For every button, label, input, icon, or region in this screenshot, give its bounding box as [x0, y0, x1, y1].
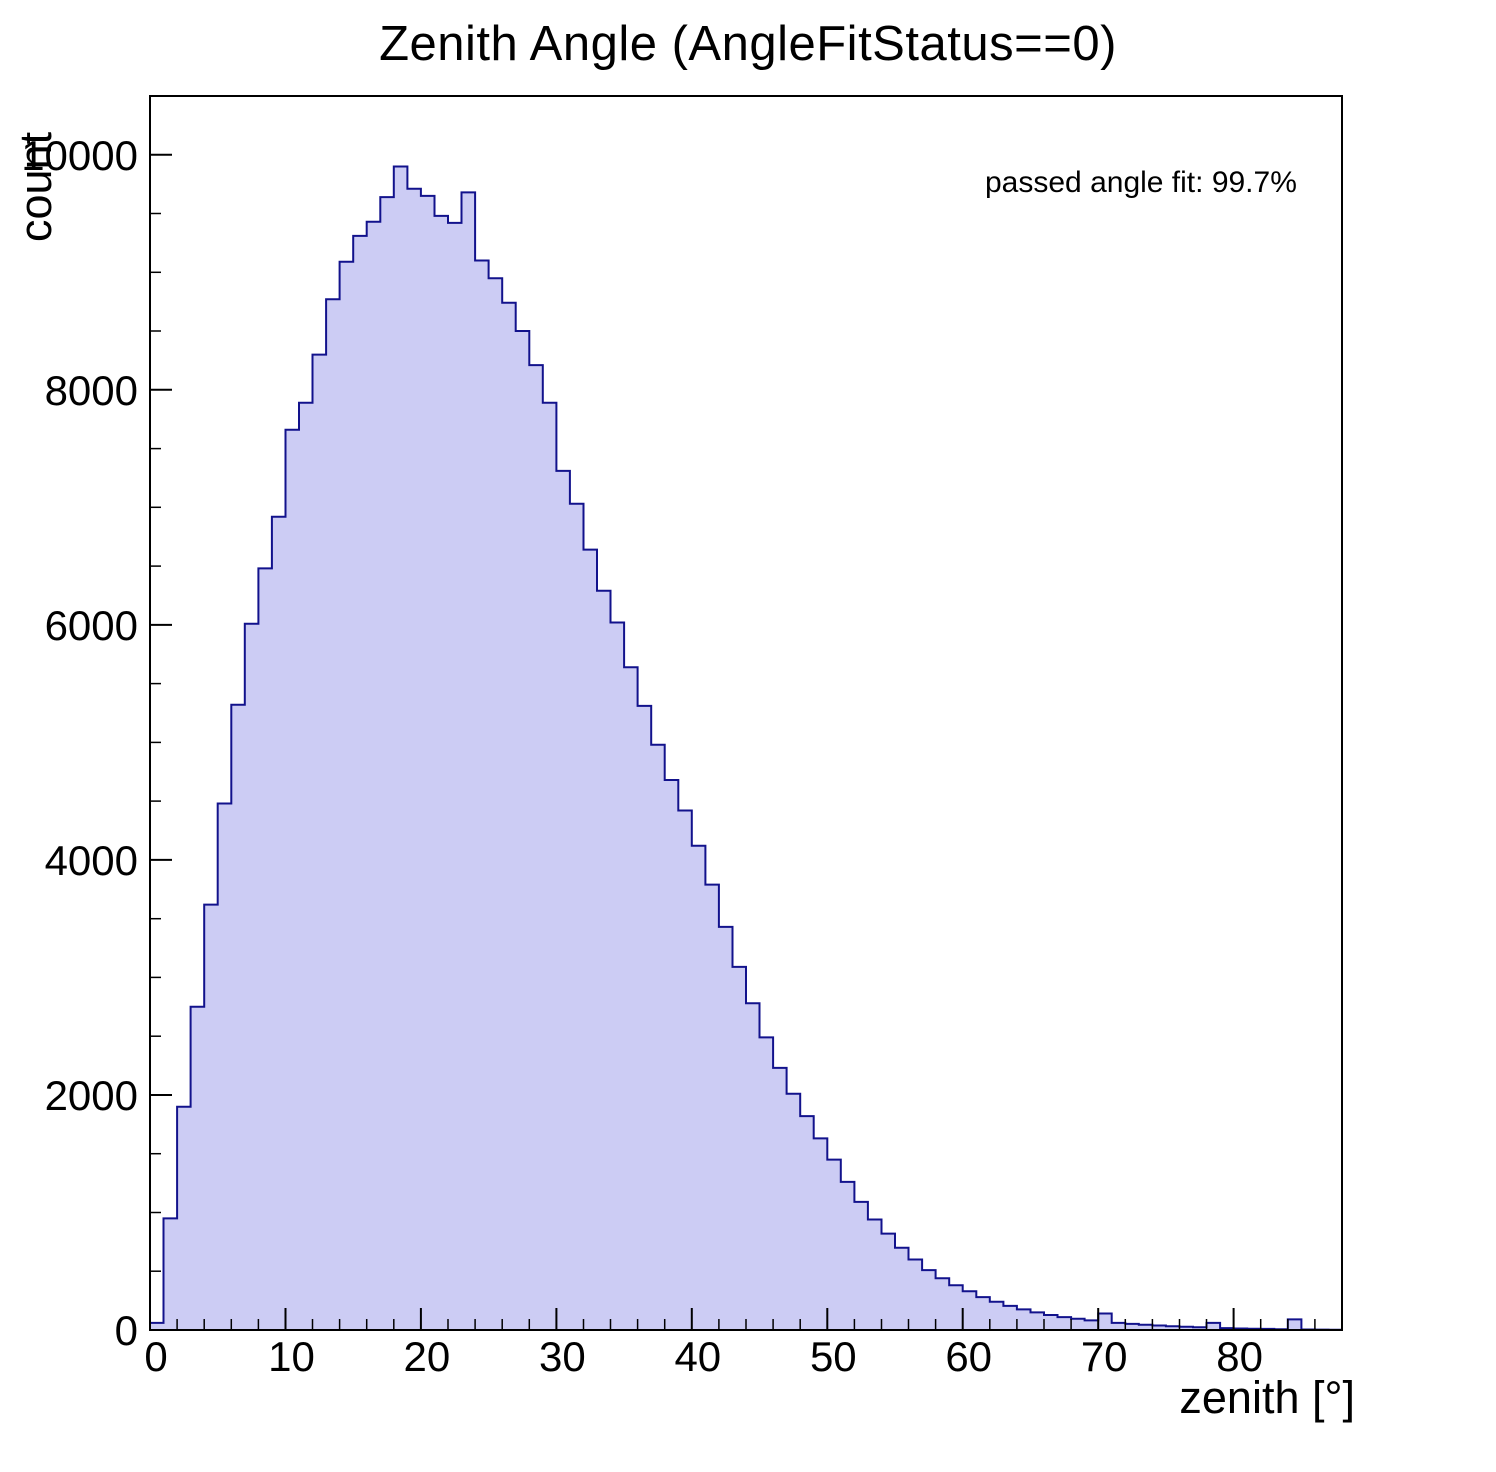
x-tick-label: 20	[404, 1333, 451, 1380]
x-tick-label: 60	[945, 1333, 992, 1380]
chart-title: Zenith Angle (AngleFitStatus==0)	[379, 17, 1117, 71]
x-tick-label: 70	[1081, 1333, 1128, 1380]
y-tick-label: 2000	[45, 1072, 138, 1119]
y-tick-label: 0	[115, 1307, 138, 1354]
x-tick-label: 80	[1216, 1333, 1263, 1380]
y-axis-label: count	[10, 131, 61, 242]
y-tick-label: 6000	[45, 602, 138, 649]
x-tick-label: 40	[674, 1333, 721, 1380]
x-tick-label: 10	[268, 1333, 315, 1380]
histogram-area	[149, 165, 1343, 1331]
x-tick-label: 30	[539, 1333, 586, 1380]
x-tick-label: 0	[144, 1333, 167, 1380]
y-tick-label: 4000	[45, 837, 138, 884]
y-tick-label: 10000	[21, 132, 138, 179]
x-axis-label: zenith [°]	[1179, 1372, 1355, 1423]
x-tick-label: 50	[810, 1333, 857, 1380]
y-tick-label: 8000	[45, 367, 138, 414]
passed-fit-annotation: passed angle fit: 99.7%	[985, 166, 1297, 199]
